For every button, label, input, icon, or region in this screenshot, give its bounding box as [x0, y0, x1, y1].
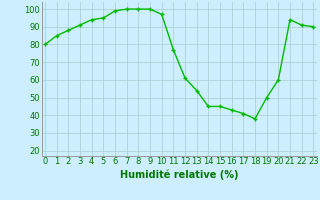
- X-axis label: Humidité relative (%): Humidité relative (%): [120, 169, 238, 180]
